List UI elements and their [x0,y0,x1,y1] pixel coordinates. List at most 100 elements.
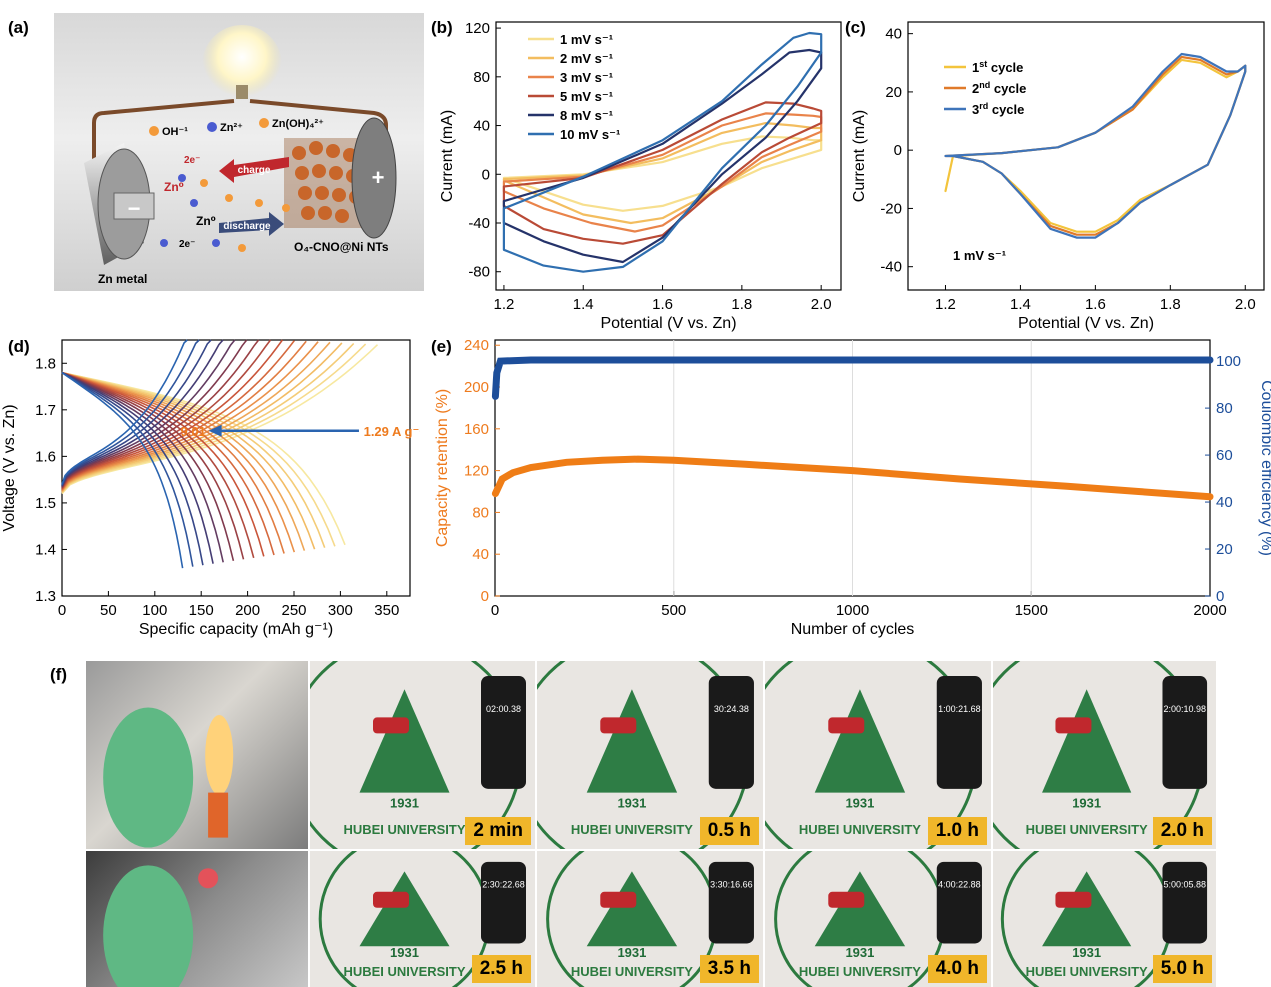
y-axis-label: Voltage (V vs. Zn) [1,404,18,531]
y-tick-label: -80 [468,264,490,281]
y-right-tick-label: 0 [1216,588,1224,605]
svg-text:HUBEI UNIVERSITY: HUBEI UNIVERSITY [799,964,921,979]
cathode-label: O₄-CNO@Ni NTs [294,240,389,254]
x-tick-label: 200 [235,602,260,619]
zn0-top: Zn⁰ [164,180,184,194]
panel-label-a: (a) [8,18,29,37]
svg-text:1931: 1931 [1072,796,1101,811]
legend-oh: OH⁻¹ [162,126,188,138]
time-badge: 3.5 h [699,955,759,983]
x-tick-label: 2.0 [1235,296,1256,313]
x-axis-label: Potential (V vs. Zn) [600,315,736,332]
time-badge: 2 min [465,817,531,845]
x-tick-label: 1500 [1015,602,1048,619]
panel-label-e: (e) [431,337,452,356]
annotation-right: 1.29 A g⁻¹ [364,424,420,439]
demo-photo-5: 1931 HUBEI UNIVERSITY 2:30:22.68 2.5 h [310,851,535,987]
y-tick-label: 1.8 [35,355,56,372]
y-right-axis-label: Coulombic efficiency (%) [1258,380,1271,556]
svg-text:02:00.38: 02:00.38 [486,704,521,714]
cv-curve-2 [502,122,823,225]
svg-text:3:30:16.66: 3:30:16.66 [710,880,753,890]
y-tick-label: 1.7 [35,402,56,419]
discharge-curve-12 [61,371,235,561]
legend-label: 3rd cycle [972,101,1024,117]
plot-frame [907,21,1265,291]
y-tick-label: 240 [464,337,489,354]
svg-text:HUBEI UNIVERSITY: HUBEI UNIVERSITY [1026,964,1148,979]
y-tick-label: 120 [465,20,490,37]
svg-text:HUBEI UNIVERSITY: HUBEI UNIVERSITY [1026,822,1148,837]
y-tick-label: 1.6 [35,448,56,465]
plot-frame [61,339,411,597]
discharge-curve-9 [61,371,265,557]
discharge-curve-17 [61,371,184,569]
svg-text:1931: 1931 [617,796,646,811]
x-tick-label: 1.2 [494,296,515,313]
legend-label: 2nd cycle [972,80,1026,96]
legend-label: 3 mV s⁻¹ [560,70,613,85]
x-tick-label: 1.6 [1085,296,1106,313]
cv-curve-1 [502,135,823,212]
legend-label: 1st cycle [972,59,1023,75]
y-right-tick-label: 80 [1216,400,1233,417]
cv-curve-5 [502,48,823,264]
y-tick-label: -40 [468,215,490,232]
y-tick-label: 40 [885,26,902,43]
demo-photo-4: 1931 HUBEI UNIVERSITY 2:00:10.98 2.0 h [993,661,1216,849]
annotation-arrowhead [208,424,222,437]
electrons-bottom: 2e⁻ [179,239,195,250]
svg-text:HUBEI UNIVERSITY: HUBEI UNIVERSITY [343,822,465,837]
cv-curve-3 [502,112,823,233]
charge-curve-11 [61,339,260,489]
flame-test-photo [86,851,308,987]
cycling-stability-chart: 0 500 1000 1500 200004080120160200240Number … [434,337,1271,638]
x-tick-label: 0 [491,602,499,619]
y-right-tick-label: 100 [1216,353,1241,370]
svg-text:1:00:21.68: 1:00:21.68 [938,704,981,714]
svg-text:HUBEI UNIVERSITY: HUBEI UNIVERSITY [571,822,693,837]
svg-text:HUBEI UNIVERSITY: HUBEI UNIVERSITY [799,822,921,837]
y-tick-label: 200 [464,379,489,396]
y-tick-label: 80 [473,69,490,86]
y-tick-label: -20 [880,200,902,217]
y-tick-label: 120 [464,463,489,480]
svg-text:1931: 1931 [390,796,419,811]
discharge-label: discharge [223,221,271,232]
flame-test-photo [86,661,308,849]
y-axis-label: Current (mA) [439,110,456,202]
svg-text:HUBEI UNIVERSITY: HUBEI UNIVERSITY [343,964,465,979]
svg-text:1931: 1931 [845,796,874,811]
y-tick-label: 40 [472,546,489,563]
time-badge: 4.0 h [927,955,987,983]
discharge-curve-8 [61,371,275,556]
time-badge: 2.5 h [471,955,531,983]
x-axis-label: Specific capacity (mAh g⁻¹) [139,621,333,638]
svg-text:5:00:05.88: 5:00:05.88 [1164,880,1207,890]
y-tick-label: 1.3 [35,588,56,605]
charge-label: charge [238,165,271,176]
cv-curve-6 [502,31,823,273]
y-right-tick-label: 60 [1216,447,1233,464]
x-tick-label: 1.4 [1010,296,1031,313]
panel-label-f: (f) [50,665,67,684]
x-tick-label: 2.0 [811,296,832,313]
x-tick-label: 1.8 [731,296,752,313]
legend-znoh: Zn(OH)₄²⁺ [272,118,324,130]
y-axis-label: Current (mA) [851,110,868,202]
x-axis-label: Potential (V vs. Zn) [1018,315,1154,332]
y-tick-label: 0 [481,588,489,605]
electrons-top: 2e⁻ [184,155,200,166]
demo-photo-3: 1931 HUBEI UNIVERSITY 1:00:21.68 1.0 h [765,661,991,849]
svg-text:1931: 1931 [617,945,646,960]
y-tick-label: 20 [885,84,902,101]
discharge-curve-15 [61,371,204,566]
svg-text:1931: 1931 [845,945,874,960]
time-badge: 0.5 h [699,817,759,845]
y-tick-label: 0 [894,142,902,159]
svg-text:30:24.38: 30:24.38 [714,704,749,714]
y-tick-label: -40 [880,259,902,276]
y-axis-label: Capacity retention (%) [434,389,451,547]
legend-label: 8 mV s⁻¹ [560,108,613,123]
charge-curve-5 [61,341,331,492]
